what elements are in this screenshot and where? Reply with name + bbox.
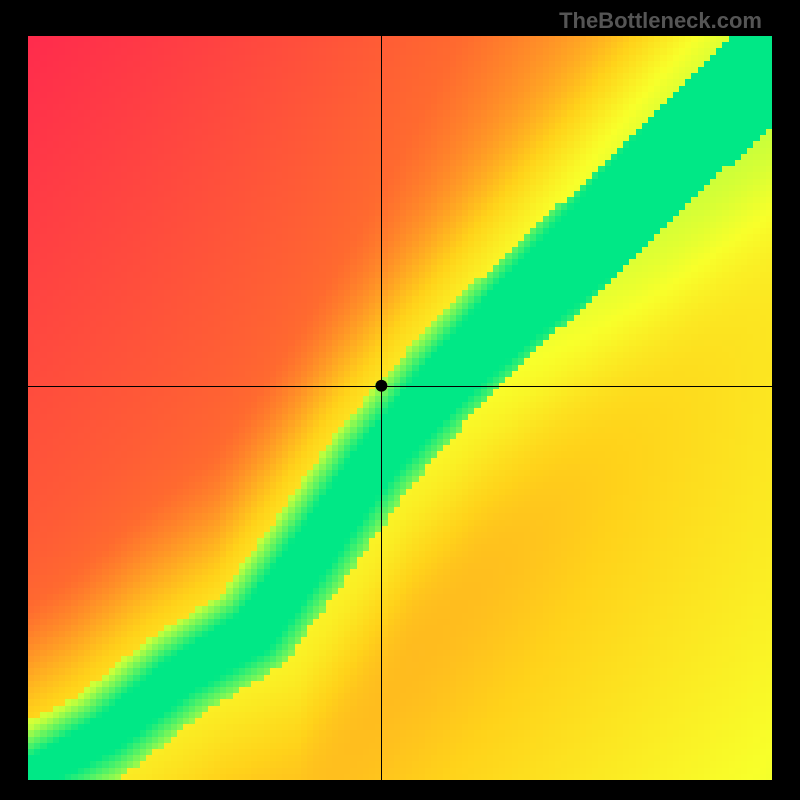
- chart-container: { "watermark": { "text": "TheBottleneck.…: [0, 0, 800, 800]
- watermark-text: TheBottleneck.com: [559, 8, 762, 34]
- bottleneck-heatmap: [0, 0, 800, 800]
